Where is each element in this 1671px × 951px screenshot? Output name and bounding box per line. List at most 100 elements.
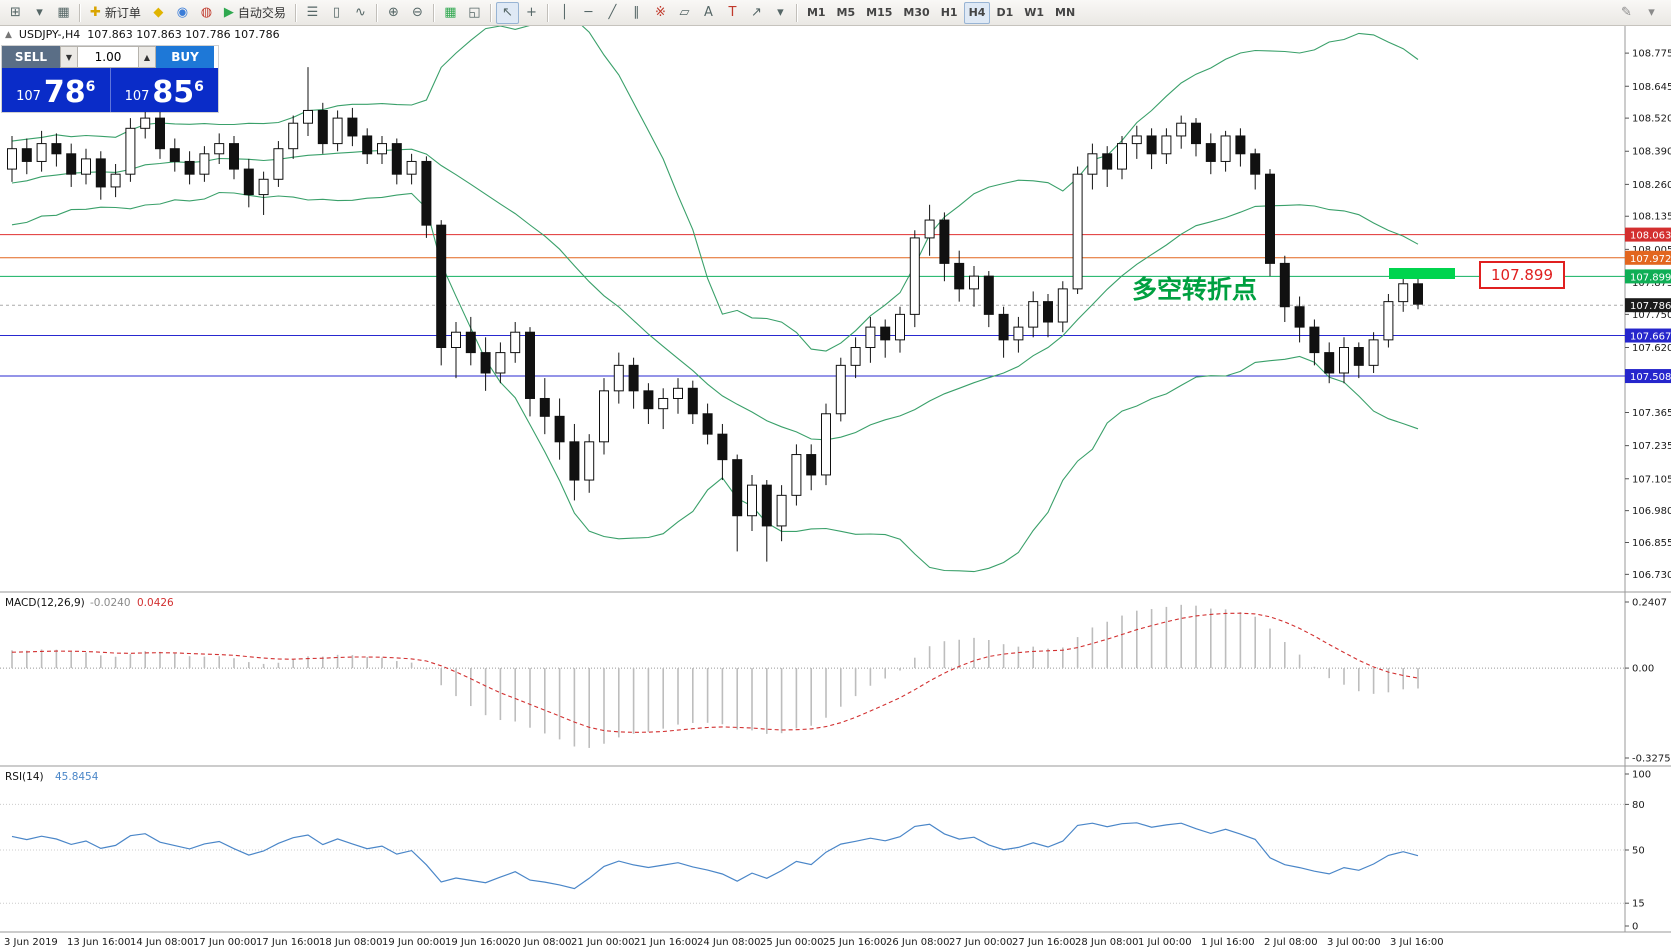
tile-windows-button[interactable]: ▦ <box>439 2 462 24</box>
horizontal-line-button[interactable]: ─ <box>577 2 600 24</box>
svg-text:RSI(14): RSI(14) <box>5 771 44 783</box>
one-click-collapse-icon[interactable]: ▲ <box>5 29 12 40</box>
svg-text:1 Jul 16:00: 1 Jul 16:00 <box>1201 937 1255 948</box>
svg-text:18 Jun 08:00: 18 Jun 08:00 <box>319 937 383 948</box>
panel-toggle-button[interactable]: ▾ <box>1640 2 1663 24</box>
market-watch-button[interactable]: ◉ <box>171 2 194 24</box>
text-label-icon: T <box>728 5 737 20</box>
price-callout-box[interactable] <box>1479 261 1565 289</box>
text-icon: A <box>703 5 713 20</box>
price-callout[interactable]: 107.899 <box>1479 261 1565 289</box>
price-axis[interactable]: 108.775 108.645 108.520 108.390 108.260 108.1… <box>1625 49 1671 581</box>
svg-text:-0.3275: -0.3275 <box>1632 754 1671 765</box>
text-button[interactable]: A <box>697 2 720 24</box>
vertical-line-button[interactable]: │ <box>553 2 576 24</box>
horizontal-level-lines[interactable] <box>0 234 1625 377</box>
lot-increase-button[interactable]: ▲ <box>138 46 156 68</box>
candlestick-chart-button[interactable]: ▯ <box>325 2 348 24</box>
horizontal-line-icon: ─ <box>584 5 593 20</box>
svg-text:45.8454: 45.8454 <box>55 771 99 783</box>
autotrading-button[interactable]: ▶ 自动交易 <box>219 2 291 24</box>
sell-button[interactable]: SELL <box>2 46 60 68</box>
cascade-windows-icon: ◱ <box>468 5 481 20</box>
zoom-in-button[interactable]: ⊕ <box>382 2 405 24</box>
chart-canvas[interactable]: 108.775 108.645 108.520 108.390 108.260 108.1… <box>0 17 1671 951</box>
rsi-indicator <box>0 803 1625 904</box>
tile-windows-icon: ▦ <box>444 5 457 20</box>
arrow-tools-dropdown-button[interactable]: ▾ <box>769 2 792 24</box>
time-axis[interactable]: 3 Jun 2019 13 Jun 16:00 14 Jun 08:00 17 Jun… <box>4 937 1444 948</box>
ohlc-values: 107.863 107.863 107.786 107.786 <box>87 28 280 41</box>
svg-text:108.520: 108.520 <box>1632 114 1671 125</box>
new-order-button[interactable]: ✚ 新订单 <box>85 2 146 24</box>
crosshair-icon: + <box>525 5 537 20</box>
indicator-edit-icon: ✎ <box>1621 5 1632 20</box>
trade-prices-row: 107 78 6 107 85 6 <box>2 68 218 112</box>
rsi-axis[interactable]: 100 80 50 15 0 <box>1625 770 1651 933</box>
timeframe-w1-button[interactable]: W1 <box>1019 2 1049 24</box>
timeframe-mn-button[interactable]: MN <box>1050 2 1080 24</box>
toolbar-separator <box>79 3 81 22</box>
macd-axis[interactable]: 0.2407 0.00 -0.3275 <box>1625 598 1671 765</box>
market-watch-icon: ◉ <box>176 5 189 20</box>
crosshair-button[interactable]: + <box>520 2 543 24</box>
buy-price[interactable]: 107 85 6 <box>111 68 219 112</box>
trendline-icon: ╱ <box>608 5 617 20</box>
trendline-button[interactable]: ╱ <box>601 2 624 24</box>
buy-button[interactable]: BUY <box>156 46 214 68</box>
macd-indicator <box>0 604 1625 748</box>
equidistant-channel-button[interactable]: ∥ <box>625 2 648 24</box>
arrow-tools-dropdown-icon: ▾ <box>777 5 784 20</box>
svg-text:107.972: 107.972 <box>1630 254 1671 265</box>
svg-text:15: 15 <box>1632 899 1645 910</box>
profiles-icon: ▦ <box>57 5 70 20</box>
timeframe-m30-button[interactable]: M30 <box>898 2 934 24</box>
timeframe-d1-button[interactable]: D1 <box>991 2 1018 24</box>
timeframe-h1-button[interactable]: H1 <box>936 2 963 24</box>
timeframe-m15-button[interactable]: M15 <box>861 2 897 24</box>
timeframe-h4-button[interactable]: H4 <box>963 1 991 24</box>
bar-chart-button[interactable]: ☰ <box>301 2 324 24</box>
cursor-icon: ↖ <box>501 5 513 20</box>
highlight-bar[interactable] <box>1389 268 1455 279</box>
shapes-button[interactable]: ▱ <box>673 2 696 24</box>
buy-price-point: 6 <box>194 79 204 95</box>
indicator-edit-button[interactable]: ✎ <box>1615 2 1638 24</box>
zoom-out-button[interactable]: ⊖ <box>406 2 429 24</box>
panel-separators[interactable] <box>0 26 1671 934</box>
svg-text:107.365: 107.365 <box>1632 408 1671 419</box>
svg-text:25 Jun 00:00: 25 Jun 00:00 <box>760 937 824 948</box>
new-chart-button[interactable]: ⊞ <box>4 2 27 24</box>
candlestick-chart-icon: ▯ <box>332 5 341 20</box>
timeframe-d1-label: D1 <box>996 6 1014 19</box>
chart-list-dropdown-button[interactable]: ▾ <box>28 2 51 24</box>
turning-point-annotation[interactable]: 多空转折点 <box>1132 275 1257 304</box>
timeframe-m1-button[interactable]: M1 <box>802 2 831 24</box>
cursor-button[interactable]: ↖ <box>495 1 519 24</box>
text-label-button[interactable]: T <box>721 2 744 24</box>
svg-text:17 Jun 16:00: 17 Jun 16:00 <box>256 937 320 948</box>
lot-size-input[interactable] <box>78 46 138 68</box>
line-chart-button[interactable]: ∿ <box>349 2 372 24</box>
lot-decrease-button[interactable]: ▼ <box>60 46 78 68</box>
buy-price-pips: 85 <box>152 75 195 110</box>
svg-text:108.005: 108.005 <box>1632 245 1671 256</box>
timeframe-m5-button[interactable]: M5 <box>832 2 861 24</box>
chart-annotations: 107.899 多空转折点 <box>1132 261 1565 304</box>
mql5-community-icon: ◍ <box>200 5 213 20</box>
arrow-tools-button[interactable]: ↗ <box>745 2 768 24</box>
profiles-button[interactable]: ▦ <box>52 2 75 24</box>
svg-text:106.855: 106.855 <box>1632 538 1671 549</box>
mql5-community-button[interactable]: ◍ <box>195 2 218 24</box>
sell-price[interactable]: 107 78 6 <box>2 68 111 112</box>
chart-list-dropdown-icon: ▾ <box>36 5 43 20</box>
svg-text:108.260: 108.260 <box>1632 180 1671 191</box>
alerts-button[interactable]: ◆ <box>147 2 170 24</box>
trade-controls-row: SELL ▼ ▲ BUY <box>2 46 218 68</box>
svg-text:107.105: 107.105 <box>1632 474 1671 485</box>
cascade-windows-button[interactable]: ◱ <box>463 2 486 24</box>
svg-text:107.620: 107.620 <box>1632 343 1671 354</box>
svg-text:21 Jun 16:00: 21 Jun 16:00 <box>634 937 698 948</box>
fibonacci-retracement-button[interactable]: ※ <box>649 2 672 24</box>
svg-text:106.730: 106.730 <box>1632 570 1671 581</box>
